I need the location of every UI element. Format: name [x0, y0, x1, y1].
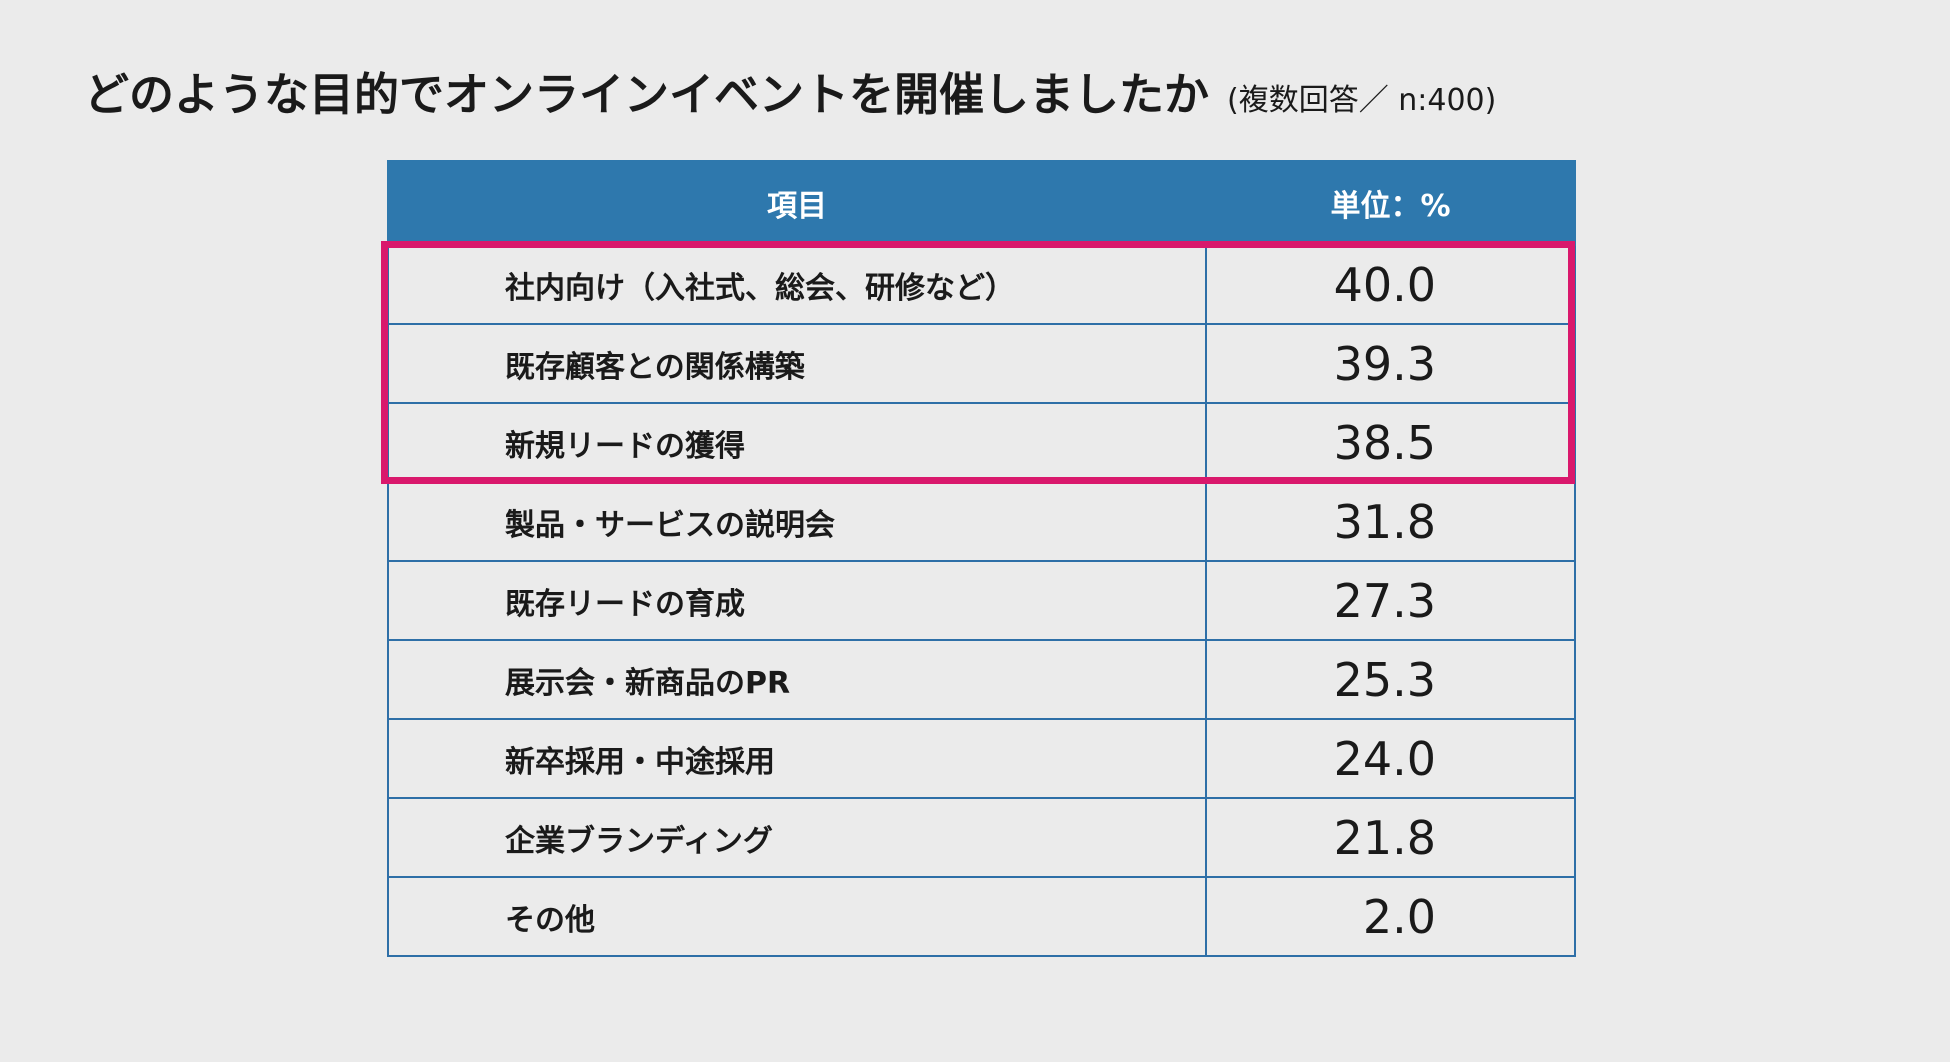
table-row: 既存リードの育成 27.3: [387, 560, 1576, 641]
row-value: 27.3: [1205, 560, 1576, 641]
results-table-container: 項目 単位：% 社内向け（入社式、総会、研修など） 40.0 既存顧客との関係構築 3…: [387, 160, 1576, 957]
table-row: 製品・サービスの説明会 31.8: [387, 481, 1576, 562]
table-row: 新規リードの獲得 38.5: [387, 402, 1576, 483]
table-row: その他 2.0: [387, 876, 1576, 957]
row-item-label: 製品・サービスの説明会: [387, 481, 1207, 562]
row-value: 2.0: [1205, 876, 1576, 957]
row-item-label: 既存顧客との関係構築: [387, 323, 1207, 404]
row-item-label: 新規リードの獲得: [387, 402, 1207, 483]
title-note: (複数回答／ n:400): [1227, 83, 1497, 118]
page-title: どのような目的でオンラインイベントを開催しましたか (複数回答／ n:400): [84, 58, 1496, 123]
table-row: 既存顧客との関係構築 39.3: [387, 323, 1576, 404]
row-item-label: その他: [387, 876, 1207, 957]
row-item-label: 新卒採用・中途採用: [387, 718, 1207, 799]
header-item: 項目: [387, 160, 1207, 246]
row-value: 39.3: [1205, 323, 1576, 404]
row-value: 21.8: [1205, 797, 1576, 878]
table-row: 展示会・新商品のPR 25.3: [387, 639, 1576, 720]
header-unit: 単位：%: [1205, 160, 1576, 246]
results-table: 項目 単位：% 社内向け（入社式、総会、研修など） 40.0 既存顧客との関係構築 3…: [387, 160, 1576, 957]
row-value: 38.5: [1205, 402, 1576, 483]
table-row: 企業ブランディング 21.8: [387, 797, 1576, 878]
table-row: 社内向け（入社式、総会、研修など） 40.0: [387, 244, 1576, 325]
row-value: 25.3: [1205, 639, 1576, 720]
row-value: 31.8: [1205, 481, 1576, 562]
row-item-label: 企業ブランディング: [387, 797, 1207, 878]
row-item-label: 社内向け（入社式、総会、研修など）: [387, 244, 1207, 325]
row-value: 24.0: [1205, 718, 1576, 799]
table-body: 社内向け（入社式、総会、研修など） 40.0 既存顧客との関係構築 39.3 新規リード…: [387, 244, 1576, 957]
table-row: 新卒採用・中途採用 24.0: [387, 718, 1576, 799]
row-value: 40.0: [1205, 244, 1576, 325]
title-main: どのような目的でオンラインイベントを開催しましたか: [84, 68, 1210, 121]
row-item-label: 既存リードの育成: [387, 560, 1207, 641]
table-header-row: 項目 単位：%: [387, 160, 1576, 246]
row-item-label: 展示会・新商品のPR: [387, 639, 1207, 720]
